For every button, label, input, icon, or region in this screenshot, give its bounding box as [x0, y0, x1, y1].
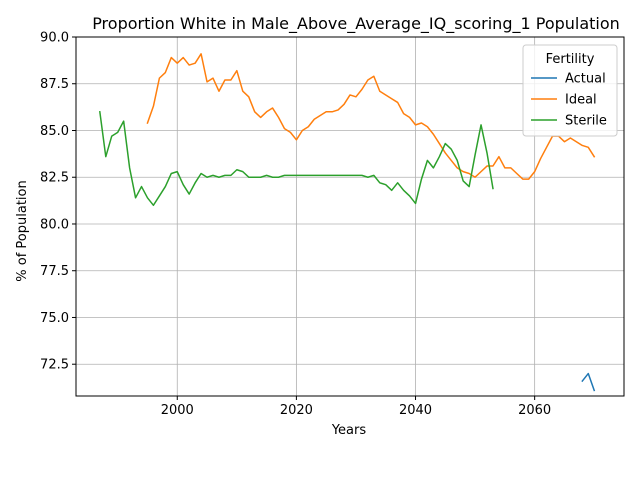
x-tick-label: 2060: [518, 403, 551, 418]
y-tick-label: 82.5: [40, 171, 69, 186]
y-tick-label: 77.5: [40, 264, 69, 279]
series-line-sterile: [98, 110, 494, 207]
chart-title: Proportion White in Male_Above_Average_I…: [92, 14, 620, 34]
legend: Fertility Actual Ideal Sterile: [522, 44, 618, 137]
x-tick-label: 2040: [399, 403, 432, 418]
series-layer: [98, 53, 596, 392]
x-tick-label: 2020: [280, 403, 313, 418]
legend-label-sterile: Sterile: [565, 114, 607, 129]
legend-label-ideal: Ideal: [565, 93, 597, 108]
x-tick-label: 2000: [161, 403, 194, 418]
series-line-ideal: [146, 53, 596, 180]
legend-box: [522, 44, 618, 137]
plot-frame: [75, 36, 625, 397]
y-tick-label: 75.0: [40, 311, 69, 326]
y-tick-label: 72.5: [40, 358, 69, 373]
y-axis-label: % of Population: [15, 180, 30, 281]
y-tick-label: 85.0: [40, 124, 69, 139]
y-tick-label: 87.5: [40, 77, 69, 92]
legend-title: Fertility: [546, 52, 595, 67]
legend-label-actual: Actual: [565, 72, 606, 87]
y-tick-label: 80.0: [40, 217, 69, 232]
y-tick-label: 90.0: [40, 31, 69, 46]
axis-ticks: 2000 2020 2040 2060 72.5 75.0 77.5 80.0 82.5 85.0…: [40, 31, 551, 419]
x-axis-label: Years: [331, 423, 367, 438]
series-line-actual: [581, 372, 596, 392]
